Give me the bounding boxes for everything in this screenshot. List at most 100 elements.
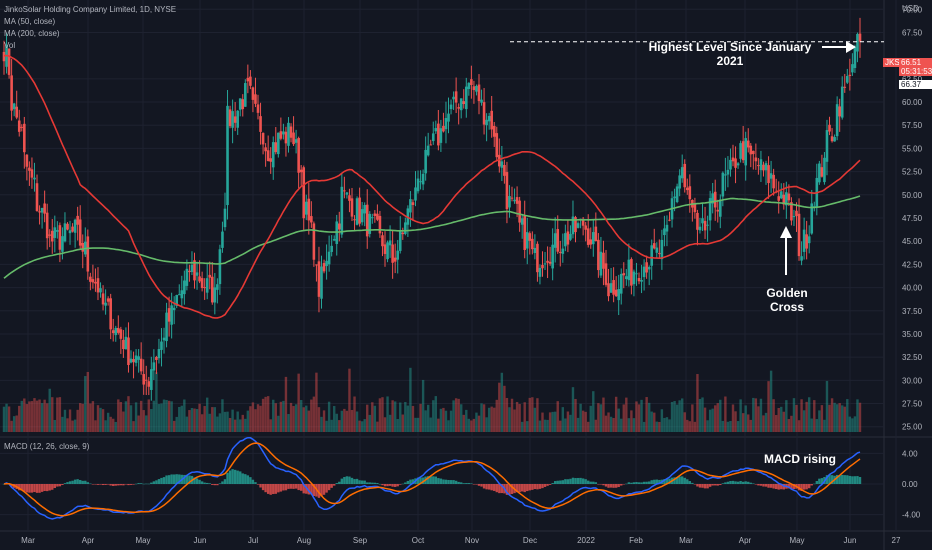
macd-histogram-bar [602, 484, 605, 486]
volume-bar [233, 419, 237, 432]
volume-bar [490, 406, 493, 432]
macd-histogram-bar [129, 484, 133, 485]
macd-histogram-bar [800, 484, 803, 492]
macd-histogram-bar [566, 479, 570, 484]
candle-body [424, 149, 427, 174]
macd-histogram-bar [208, 483, 211, 484]
volume-bar [241, 414, 244, 432]
macd-histogram-bar [167, 475, 171, 484]
candle-body [238, 98, 242, 110]
volume-bar [216, 416, 219, 432]
macd-histogram-bar [444, 479, 448, 484]
macd-histogram-bar [490, 484, 493, 491]
candle-body [838, 106, 841, 117]
macd-histogram-bar [678, 476, 681, 484]
candle-body [790, 202, 793, 221]
volume-bar [91, 401, 95, 432]
candle-body [597, 239, 600, 271]
candle-body [355, 198, 359, 225]
macd-histogram-bar [543, 484, 547, 487]
macd-histogram-bar [518, 484, 521, 493]
macd-histogram-bar [317, 484, 321, 498]
candle-body [645, 262, 648, 273]
candle-body [414, 187, 417, 201]
volume-bar [124, 401, 128, 432]
candle-body [683, 163, 687, 188]
volume-bar [261, 398, 265, 432]
candle-body [304, 201, 308, 215]
volume-bar [462, 414, 465, 432]
macd-histogram-bar [838, 475, 841, 484]
volume-bar [592, 391, 595, 432]
candle-body [802, 229, 806, 252]
candle-body [117, 327, 120, 333]
volume-bar [246, 410, 250, 432]
volume-bar [612, 417, 615, 432]
volume-bar [757, 406, 760, 432]
macd-histogram-bar [559, 480, 562, 484]
volume-bar [327, 401, 331, 432]
volume-bar [777, 407, 780, 432]
macd-histogram-bar [419, 477, 422, 484]
macd-histogram-bar [345, 476, 349, 484]
macd-histogram-bar [48, 484, 51, 491]
macd-histogram-bar [79, 480, 82, 484]
macd-histogram-bar [856, 476, 859, 484]
candle-body [421, 173, 425, 185]
macd-histogram-bar [307, 484, 311, 495]
volume-bar [500, 372, 504, 432]
volume-bar [299, 400, 303, 432]
macd-histogram-bar [122, 484, 125, 486]
candle-body [609, 283, 613, 293]
macd-histogram-bar [426, 476, 430, 484]
volume-bar [528, 397, 531, 432]
macd-histogram-bar [193, 477, 196, 484]
macd-histogram-bar [150, 482, 153, 484]
candle-body [571, 216, 575, 235]
volume-bar [56, 397, 59, 432]
golden-cross-arrow-head [780, 226, 792, 238]
volume-bar [818, 410, 821, 432]
macd-histogram-bar [203, 482, 206, 484]
candle-body [315, 264, 318, 266]
candle-body [673, 196, 676, 199]
volume-bar [421, 379, 425, 432]
candle-body [345, 192, 349, 195]
candle-body [241, 99, 245, 110]
macd-histogram-bar [663, 479, 666, 484]
volume-bar [533, 407, 537, 432]
volume-bar [675, 404, 679, 432]
candle-body [165, 312, 168, 342]
macd-histogram-bar [604, 484, 608, 487]
candle-body [525, 232, 529, 249]
candle-body [33, 177, 36, 180]
macd-histogram-bar [254, 482, 257, 484]
volume-bar [40, 403, 44, 432]
macd-histogram-bar [350, 477, 354, 484]
volume-bar [581, 410, 585, 432]
macd-histogram-bar [741, 481, 745, 484]
macd-histogram-bar [152, 481, 156, 484]
candle-body [708, 198, 712, 221]
macd-tick-label: 4.00 [902, 449, 918, 458]
volume-bar [686, 419, 689, 432]
macd-histogram-bar [195, 478, 199, 484]
candle-body [500, 161, 504, 168]
macd-histogram-bar [228, 470, 232, 484]
candle-body [480, 99, 483, 103]
candle-body [302, 167, 306, 219]
volume-bar [553, 411, 557, 432]
volume-bar [134, 402, 138, 432]
volume-bar [147, 399, 150, 432]
candle-body [546, 260, 549, 263]
candle-body [556, 229, 560, 252]
candle-body [25, 154, 29, 167]
candle-body [419, 181, 422, 183]
candle-body [449, 104, 453, 110]
volume-bar [383, 417, 387, 432]
volume-bar [432, 400, 435, 432]
macd-tick-label: -4.00 [902, 511, 921, 520]
macd-histogram-bar [134, 483, 138, 485]
